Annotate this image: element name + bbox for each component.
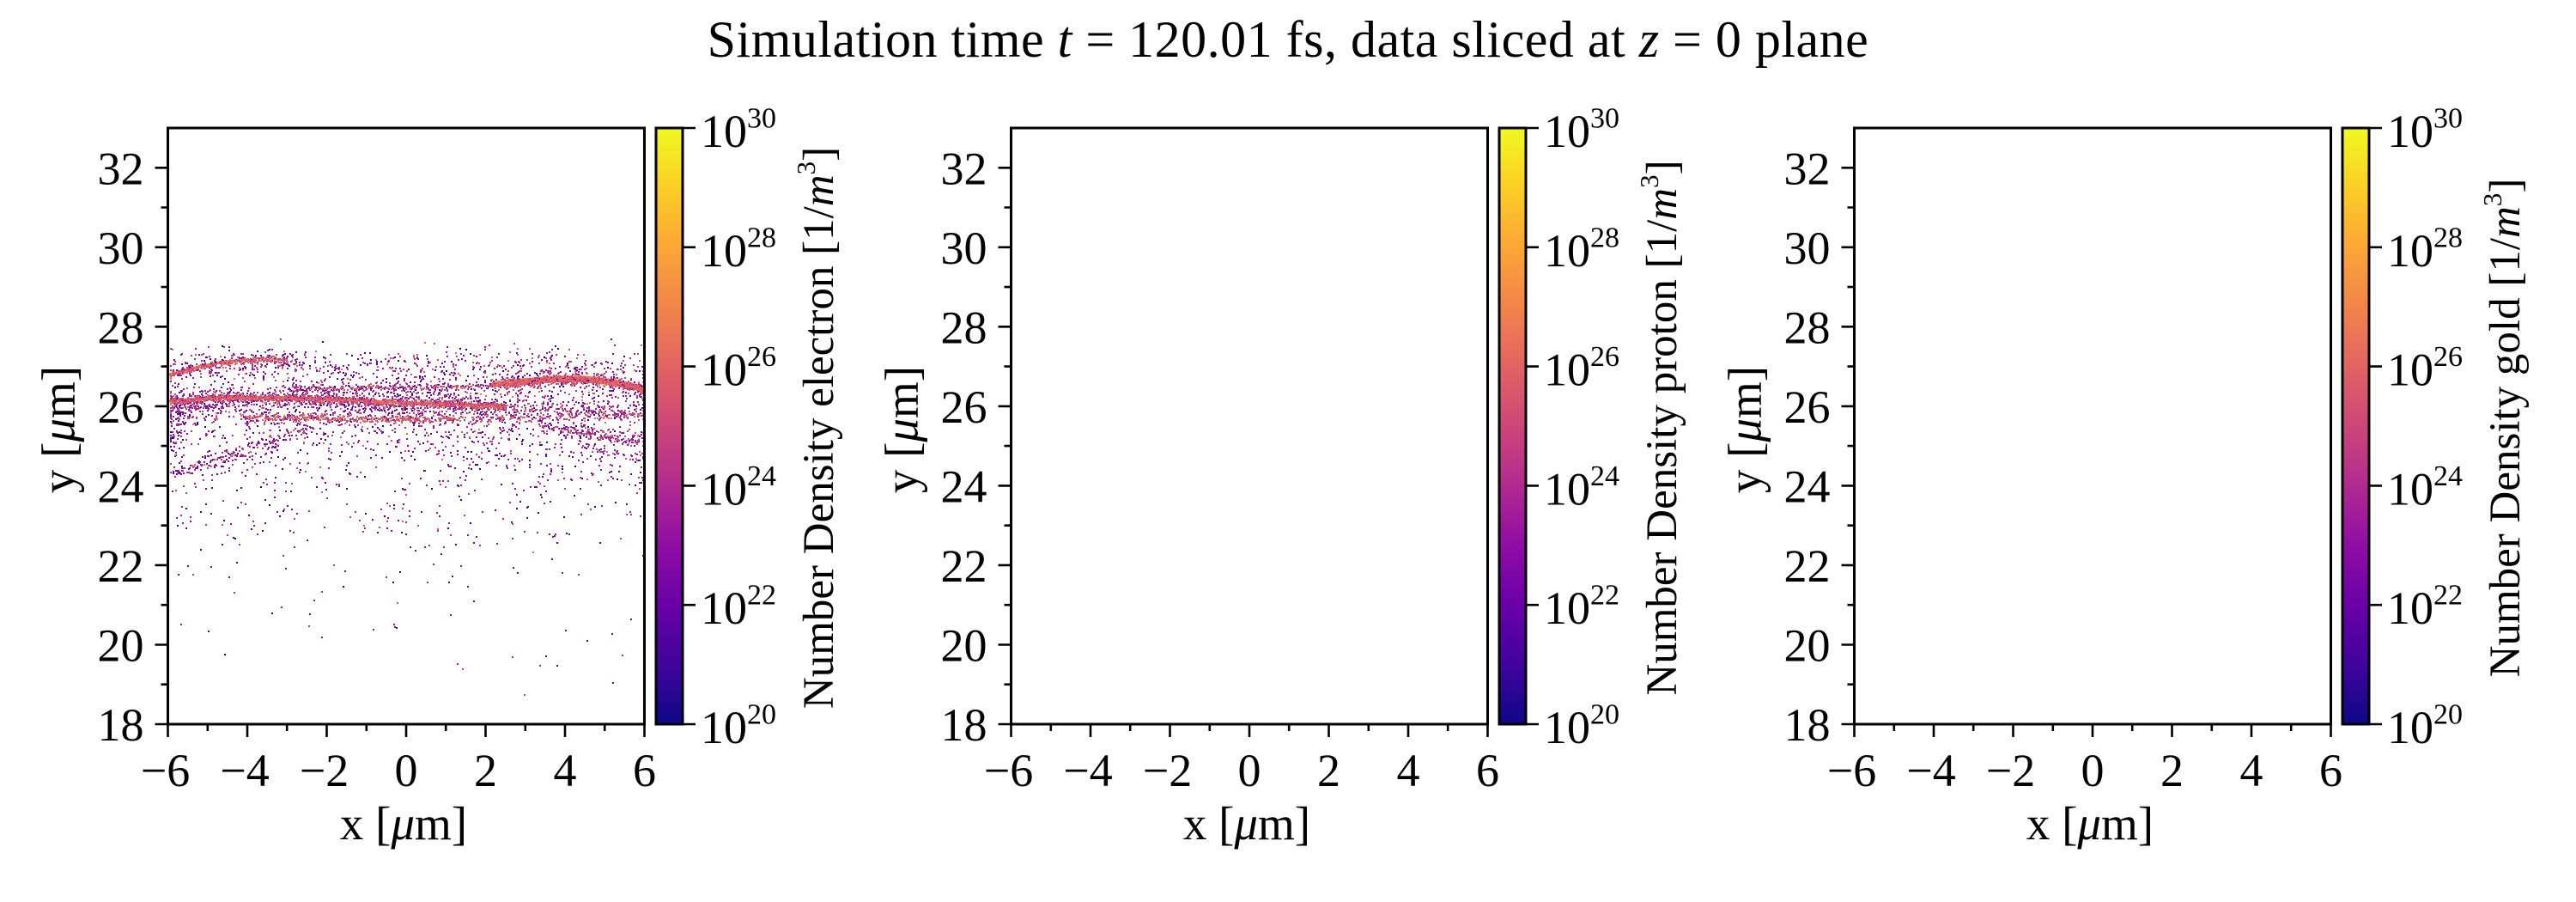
svg-text:18: 18 xyxy=(941,699,987,751)
svg-text:−4: −4 xyxy=(1906,745,1955,796)
svg-text:28: 28 xyxy=(1784,302,1831,353)
svg-text:−6: −6 xyxy=(141,745,190,796)
svg-text:0: 0 xyxy=(395,745,418,796)
svg-text:26: 26 xyxy=(941,381,987,433)
svg-text:30: 30 xyxy=(941,222,987,274)
svg-text:18: 18 xyxy=(98,699,144,751)
svg-text:x [μm]: x [μm] xyxy=(340,797,467,850)
svg-text:24: 24 xyxy=(941,460,987,512)
svg-text:y [μm]: y [μm] xyxy=(876,366,928,493)
svg-text:20: 20 xyxy=(1784,620,1831,672)
svg-text:−2: −2 xyxy=(300,745,349,796)
svg-text:−2: −2 xyxy=(1986,745,2035,796)
svg-text:−4: −4 xyxy=(1063,745,1112,796)
svg-text:20: 20 xyxy=(98,620,144,672)
svg-text:Simulation time t = 120.01 fs,: Simulation time t = 120.01 fs, data slic… xyxy=(708,11,1869,68)
svg-text:22: 22 xyxy=(98,540,144,592)
svg-text:1020: 1020 xyxy=(701,699,776,754)
svg-text:24: 24 xyxy=(98,460,144,512)
svg-text:4: 4 xyxy=(2240,745,2263,796)
svg-text:y [μm]: y [μm] xyxy=(1719,366,1771,493)
svg-text:22: 22 xyxy=(941,540,987,592)
svg-text:26: 26 xyxy=(98,381,144,433)
svg-text:28: 28 xyxy=(98,302,144,353)
svg-text:22: 22 xyxy=(1784,540,1831,592)
svg-text:26: 26 xyxy=(1784,381,1831,433)
svg-text:30: 30 xyxy=(1784,222,1831,274)
svg-text:20: 20 xyxy=(941,620,987,672)
svg-text:28: 28 xyxy=(941,302,987,353)
svg-text:2: 2 xyxy=(2160,745,2184,796)
svg-text:32: 32 xyxy=(941,143,987,194)
svg-text:Number Density proton [1/m3]: Number Density proton [1/m3] xyxy=(1634,160,1686,695)
svg-text:1030: 1030 xyxy=(1544,103,1619,158)
svg-text:0: 0 xyxy=(2081,745,2105,796)
svg-text:−6: −6 xyxy=(984,745,1033,796)
svg-text:32: 32 xyxy=(1784,143,1831,194)
svg-text:32: 32 xyxy=(98,143,144,194)
svg-text:6: 6 xyxy=(633,745,656,796)
svg-text:0: 0 xyxy=(1238,745,1261,796)
svg-text:4: 4 xyxy=(1397,745,1420,796)
svg-text:Number Density gold [1/m3]: Number Density gold [1/m3] xyxy=(2477,179,2530,678)
svg-text:6: 6 xyxy=(2319,745,2342,796)
svg-text:2: 2 xyxy=(1317,745,1340,796)
svg-text:−4: −4 xyxy=(220,745,269,796)
svg-text:4: 4 xyxy=(554,745,577,796)
svg-text:30: 30 xyxy=(98,222,144,274)
svg-text:Number Density electron [1/m3]: Number Density electron [1/m3] xyxy=(791,147,843,709)
svg-text:−6: −6 xyxy=(1827,745,1876,796)
svg-text:x [μm]: x [μm] xyxy=(2026,797,2154,850)
svg-text:24: 24 xyxy=(1784,460,1831,512)
svg-text:18: 18 xyxy=(1784,699,1831,751)
svg-text:1024: 1024 xyxy=(701,460,776,515)
svg-text:6: 6 xyxy=(1476,745,1499,796)
svg-text:x [μm]: x [μm] xyxy=(1183,797,1310,850)
svg-text:2: 2 xyxy=(474,745,497,796)
svg-text:y [μm]: y [μm] xyxy=(33,366,85,493)
svg-text:−2: −2 xyxy=(1143,745,1192,796)
